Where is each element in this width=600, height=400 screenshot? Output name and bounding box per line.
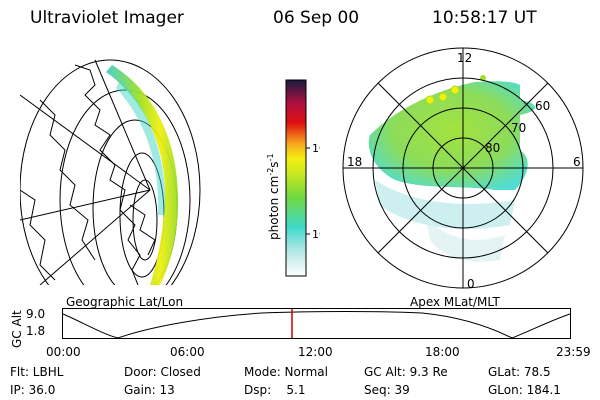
mlt-label-6: 6 bbox=[573, 155, 581, 169]
x-tick-0000: 00:00 bbox=[46, 345, 81, 359]
coastline bbox=[74, 64, 141, 285]
unit-exp1: -2 bbox=[266, 167, 275, 176]
mlt-label-12: 12 bbox=[457, 51, 472, 65]
tick-label-100: 100 bbox=[312, 142, 320, 155]
aurora-oval-polar bbox=[368, 81, 536, 190]
polar-apex-view: 12 18 6 0 60 70 80 bbox=[342, 47, 584, 291]
gc-alt-info: GC Alt: 9.3 Re bbox=[364, 365, 448, 379]
geographic-map-view bbox=[20, 59, 201, 285]
gain-info: Gain: 13 bbox=[124, 383, 175, 397]
flt-info: Flt: LBHL bbox=[10, 365, 64, 379]
color-scale-gradient bbox=[285, 79, 307, 277]
unit-text: photon cm bbox=[267, 175, 281, 240]
lat-label-60: 60 bbox=[535, 99, 550, 113]
lat-label-70: 70 bbox=[511, 121, 526, 135]
geographic-panel-label: Geographic Lat/Lon bbox=[66, 295, 184, 309]
dsp-info: Dsp: 5.1 bbox=[244, 383, 306, 397]
unit-exp2: -1 bbox=[266, 153, 275, 162]
door-info: Door: Closed bbox=[124, 365, 201, 379]
ip-info: IP: 36.0 bbox=[10, 383, 56, 397]
aurora-oval-geo bbox=[106, 65, 179, 285]
color-scale-bar: 100 10 bbox=[285, 79, 320, 277]
lat-label-80: 80 bbox=[485, 141, 500, 155]
tick-label-10: 10 bbox=[312, 228, 320, 241]
glon-info: GLon: 184.1 bbox=[488, 383, 561, 397]
globe-limb bbox=[20, 59, 201, 285]
mode-info: Mode: Normal bbox=[244, 365, 328, 379]
alt-tick-9: 9.0 bbox=[26, 307, 46, 321]
x-tick-1800: 18:00 bbox=[425, 345, 460, 359]
apex-panel-label: Apex MLat/MLT bbox=[410, 295, 500, 309]
unit-text-s: s bbox=[267, 161, 281, 168]
altitude-plot-frame bbox=[62, 308, 571, 339]
instrument-title: Ultraviolet Imager bbox=[30, 8, 184, 28]
seq-info: Seq: 39 bbox=[364, 383, 410, 397]
altitude-curve bbox=[62, 311, 571, 339]
x-tick-1200: 12:00 bbox=[298, 345, 333, 359]
alt-tick-1-8: 1.8 bbox=[26, 324, 46, 338]
altitude-plot bbox=[62, 308, 571, 339]
x-tick-2359: 23:59 bbox=[556, 345, 591, 359]
glat-info: GLat: 78.5 bbox=[488, 365, 551, 379]
date-label: 06 Sep 00 bbox=[273, 8, 360, 28]
x-tick-0600: 06:00 bbox=[170, 345, 205, 359]
time-label: 10:58:17 UT bbox=[432, 8, 537, 28]
gc-alt-axis-label: GC Alt bbox=[10, 310, 24, 348]
colorbar-unit-label: photon cm-2s-1 bbox=[266, 153, 281, 240]
mlt-label-18: 18 bbox=[347, 155, 362, 169]
mlt-label-0: 0 bbox=[467, 277, 475, 291]
